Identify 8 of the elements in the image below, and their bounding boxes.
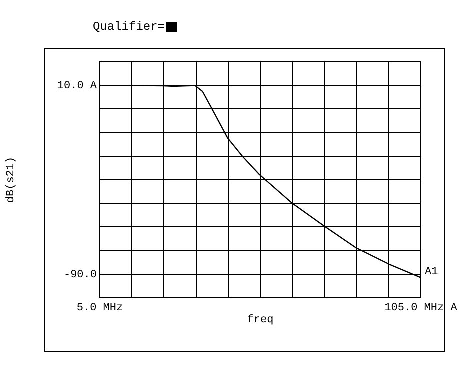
y-tick-label: -90.0 bbox=[64, 269, 97, 282]
annotation: A1 bbox=[425, 266, 439, 279]
y-tick-label: 10.0 A bbox=[57, 80, 98, 93]
x-tick-label: 5.0 MHz bbox=[76, 302, 124, 315]
x-axis-title: freq bbox=[247, 314, 274, 326]
y-axis-title: dB(s21) bbox=[6, 156, 18, 204]
chart-title: Qualifier= bbox=[93, 20, 166, 34]
x-tick-label: 105.0 MHz A bbox=[384, 302, 458, 315]
